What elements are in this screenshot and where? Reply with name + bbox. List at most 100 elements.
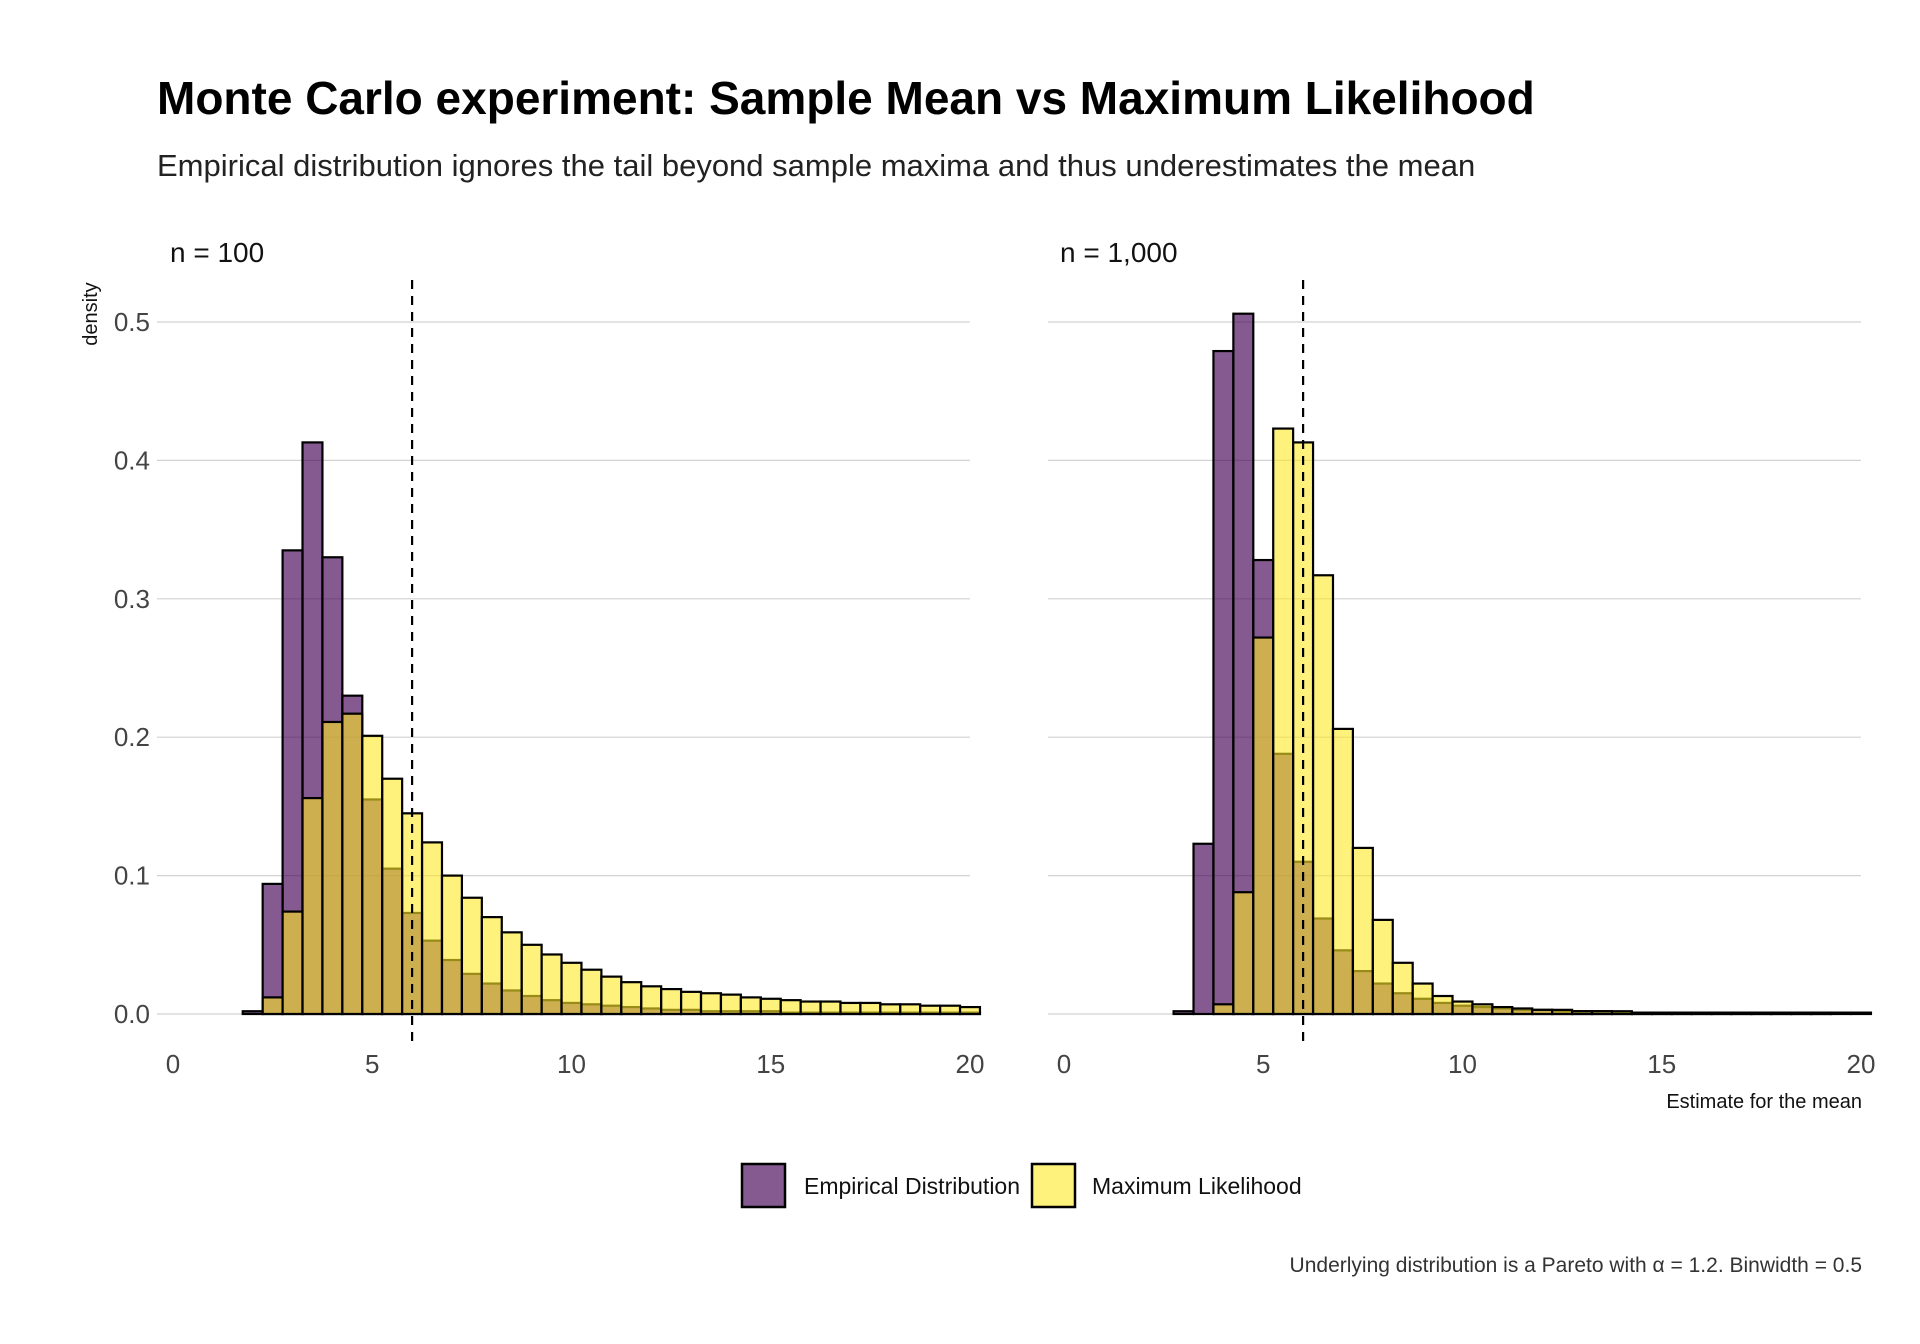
chart-caption: Underlying distribution is a Pareto with… [1290,1254,1862,1277]
bar-ml [1451,1000,1474,1016]
bar-ml [1790,1011,1813,1016]
x-tick-label: 5 [365,1049,379,1079]
bar-ml [1371,918,1394,1016]
bar-ml [381,777,404,1016]
y-tick-label: 0.3 [114,584,150,614]
bar-ml [540,953,563,1016]
bar-ml [1252,636,1275,1016]
y-tick-label: 0.5 [114,307,150,337]
bar-empirical [261,882,284,1016]
bar-ml [1750,1011,1773,1016]
legend-key-ml [1030,1162,1077,1209]
x-tick-label: 15 [1647,1049,1676,1079]
legend: Empirical Distribution Maximum Likelihoo… [740,1162,1302,1209]
bar-ml [779,999,802,1016]
bar-ml [1511,1007,1534,1016]
bar-empirical [241,1010,264,1016]
bar-ml [1590,1010,1614,1016]
bar-ml [1570,1010,1594,1016]
bar-ml [699,992,723,1016]
bar-ml [899,1003,922,1016]
bar-ml [1610,1010,1633,1016]
legend-key-empirical [740,1162,787,1209]
bar-ml [939,1004,962,1016]
bar-ml [1770,1011,1793,1016]
bar-ml [1411,982,1434,1016]
y-tick-label: 0.1 [114,861,150,891]
bar-ml [1351,846,1374,1016]
bar-ml [799,1000,822,1016]
bar-ml [321,720,344,1016]
bar-ml [1531,1008,1554,1016]
bar-ml [1710,1011,1733,1016]
bar-ml [1331,727,1355,1016]
bar-ml [420,841,444,1016]
bar-ml [839,1001,862,1016]
bar-ml [660,987,683,1016]
bar-ml [1630,1011,1653,1016]
bar-ml [719,993,742,1016]
bar-ml [1491,1005,1514,1016]
bar-ml [1232,891,1255,1016]
x-axis-label: Estimate for the mean [1666,1091,1862,1113]
bar-ml [640,985,663,1016]
legend-label-empirical: Empirical Distribution [804,1173,1020,1199]
x-tick-label: 10 [557,1049,586,1079]
bar-ml [1391,961,1414,1016]
bar-ml [341,712,364,1016]
bar-ml [361,734,384,1016]
panel-n-1000: n = 1,000 Estimate for the mean 0 5 10 15 20 [1048,237,1875,1113]
x-tick-label: 15 [756,1049,785,1079]
bar-ml [679,990,703,1016]
bar-ml [560,961,583,1016]
panel-strip-label: n = 100 [170,237,264,268]
bar-ml [859,1001,882,1016]
bar-ml [1272,427,1295,1016]
bar-ml [1730,1011,1753,1016]
panel-strip-label: n = 1,000 [1060,237,1178,268]
bar-ml [460,896,483,1016]
bar-ml [301,796,324,1016]
bar-ml [1212,1003,1235,1016]
bar-ml [480,916,503,1016]
x-tick-label: 0 [1057,1049,1071,1079]
y-tick-label: 0.2 [114,722,150,752]
bar-ml [1830,1011,1853,1016]
x-tick-label: 10 [1448,1049,1477,1079]
bar-ml [1650,1011,1673,1016]
x-tick-label: 0 [166,1049,180,1079]
chart-title: Monte Carlo experiment: Sample Mean vs M… [157,72,1535,124]
chart-subtitle: Empirical distribution ignores the tail … [157,148,1475,183]
bar-ml [958,1005,982,1016]
bar-ml [739,996,762,1016]
bar-ml [580,968,603,1016]
bar-ml [1431,994,1454,1016]
x-tick-label: 20 [1847,1049,1876,1079]
bar-ml [520,943,543,1016]
bar-ml [281,910,304,1016]
bar-ml [1690,1011,1713,1016]
bar-ml [500,931,523,1016]
bar-ml [819,1000,842,1016]
y-tick-label: 0.0 [114,999,150,1029]
bar-ml [879,1003,902,1016]
x-tick-label: 20 [956,1049,985,1079]
bar-empirical [1172,1010,1195,1016]
legend-label-ml: Maximum Likelihood [1092,1173,1302,1199]
bar-ml [919,1004,942,1016]
bar-ml [620,981,643,1016]
y-axis-label: density [80,282,102,345]
bar-ml [261,996,284,1016]
bar-ml [759,997,782,1016]
bar-empirical [1192,842,1215,1016]
bar-ml [1849,1011,1873,1016]
bar-ml [1810,1011,1833,1016]
y-tick-label: 0.4 [114,445,150,475]
bar-ml [440,874,464,1016]
panel-n-100: n = 100 density 0.0 0.1 0.2 0.3 0.4 0.5 0 5 10 15… [80,237,984,1079]
bar-ml [1551,1008,1574,1016]
bar-ml [600,975,623,1016]
bar-ml [1670,1011,1693,1016]
